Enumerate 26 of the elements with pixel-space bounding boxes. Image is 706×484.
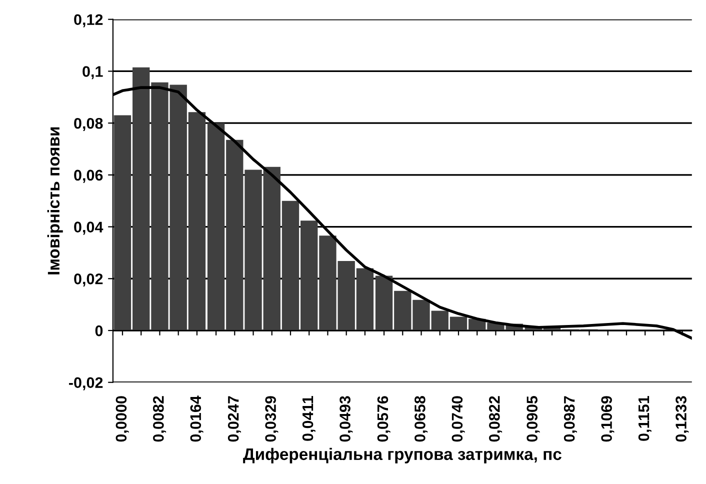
x-tick-label: 0,0658: [414, 396, 428, 442]
x-tick-label: 0,0493: [340, 396, 353, 442]
y-tick-label: 0,08: [74, 118, 103, 131]
y-tick-label: -0,02: [69, 377, 103, 390]
x-tick-label: 0,0082: [153, 396, 166, 442]
y-tick-label: 0: [95, 325, 103, 336]
y-axis-title: Імовірність появи: [47, 127, 63, 274]
x-tick-label: 0,0987: [564, 396, 577, 442]
x-tick-label: 0,0164: [190, 396, 204, 442]
x-axis-title: Диференціальна групова затримка, пс: [243, 448, 562, 464]
x-tick-label: 0,0822: [489, 396, 502, 442]
y-tick-label: 0,1: [82, 66, 103, 80]
y-tick-label: 0,06: [74, 170, 103, 183]
x-tick-label: 0,1233: [676, 396, 689, 442]
x-tick-label: 0,0576: [377, 396, 390, 442]
x-tick-label: 0,0000: [116, 396, 129, 442]
x-tick-label: 0,0247: [228, 396, 241, 442]
x-tick-label: 0,0740: [452, 396, 465, 442]
x-tick-label: 0,0411: [302, 396, 316, 441]
x-tick-label: 0,1069: [601, 396, 614, 442]
x-tick-label: 0,0905: [526, 396, 540, 442]
y-tick-label: 0,02: [74, 274, 103, 287]
x-tick-label: 0,0329: [265, 396, 278, 442]
y-tick-label: 0,12: [74, 14, 103, 28]
y-tick-label: 0,04: [74, 222, 104, 235]
x-tick-label: 0,1151: [638, 396, 652, 441]
